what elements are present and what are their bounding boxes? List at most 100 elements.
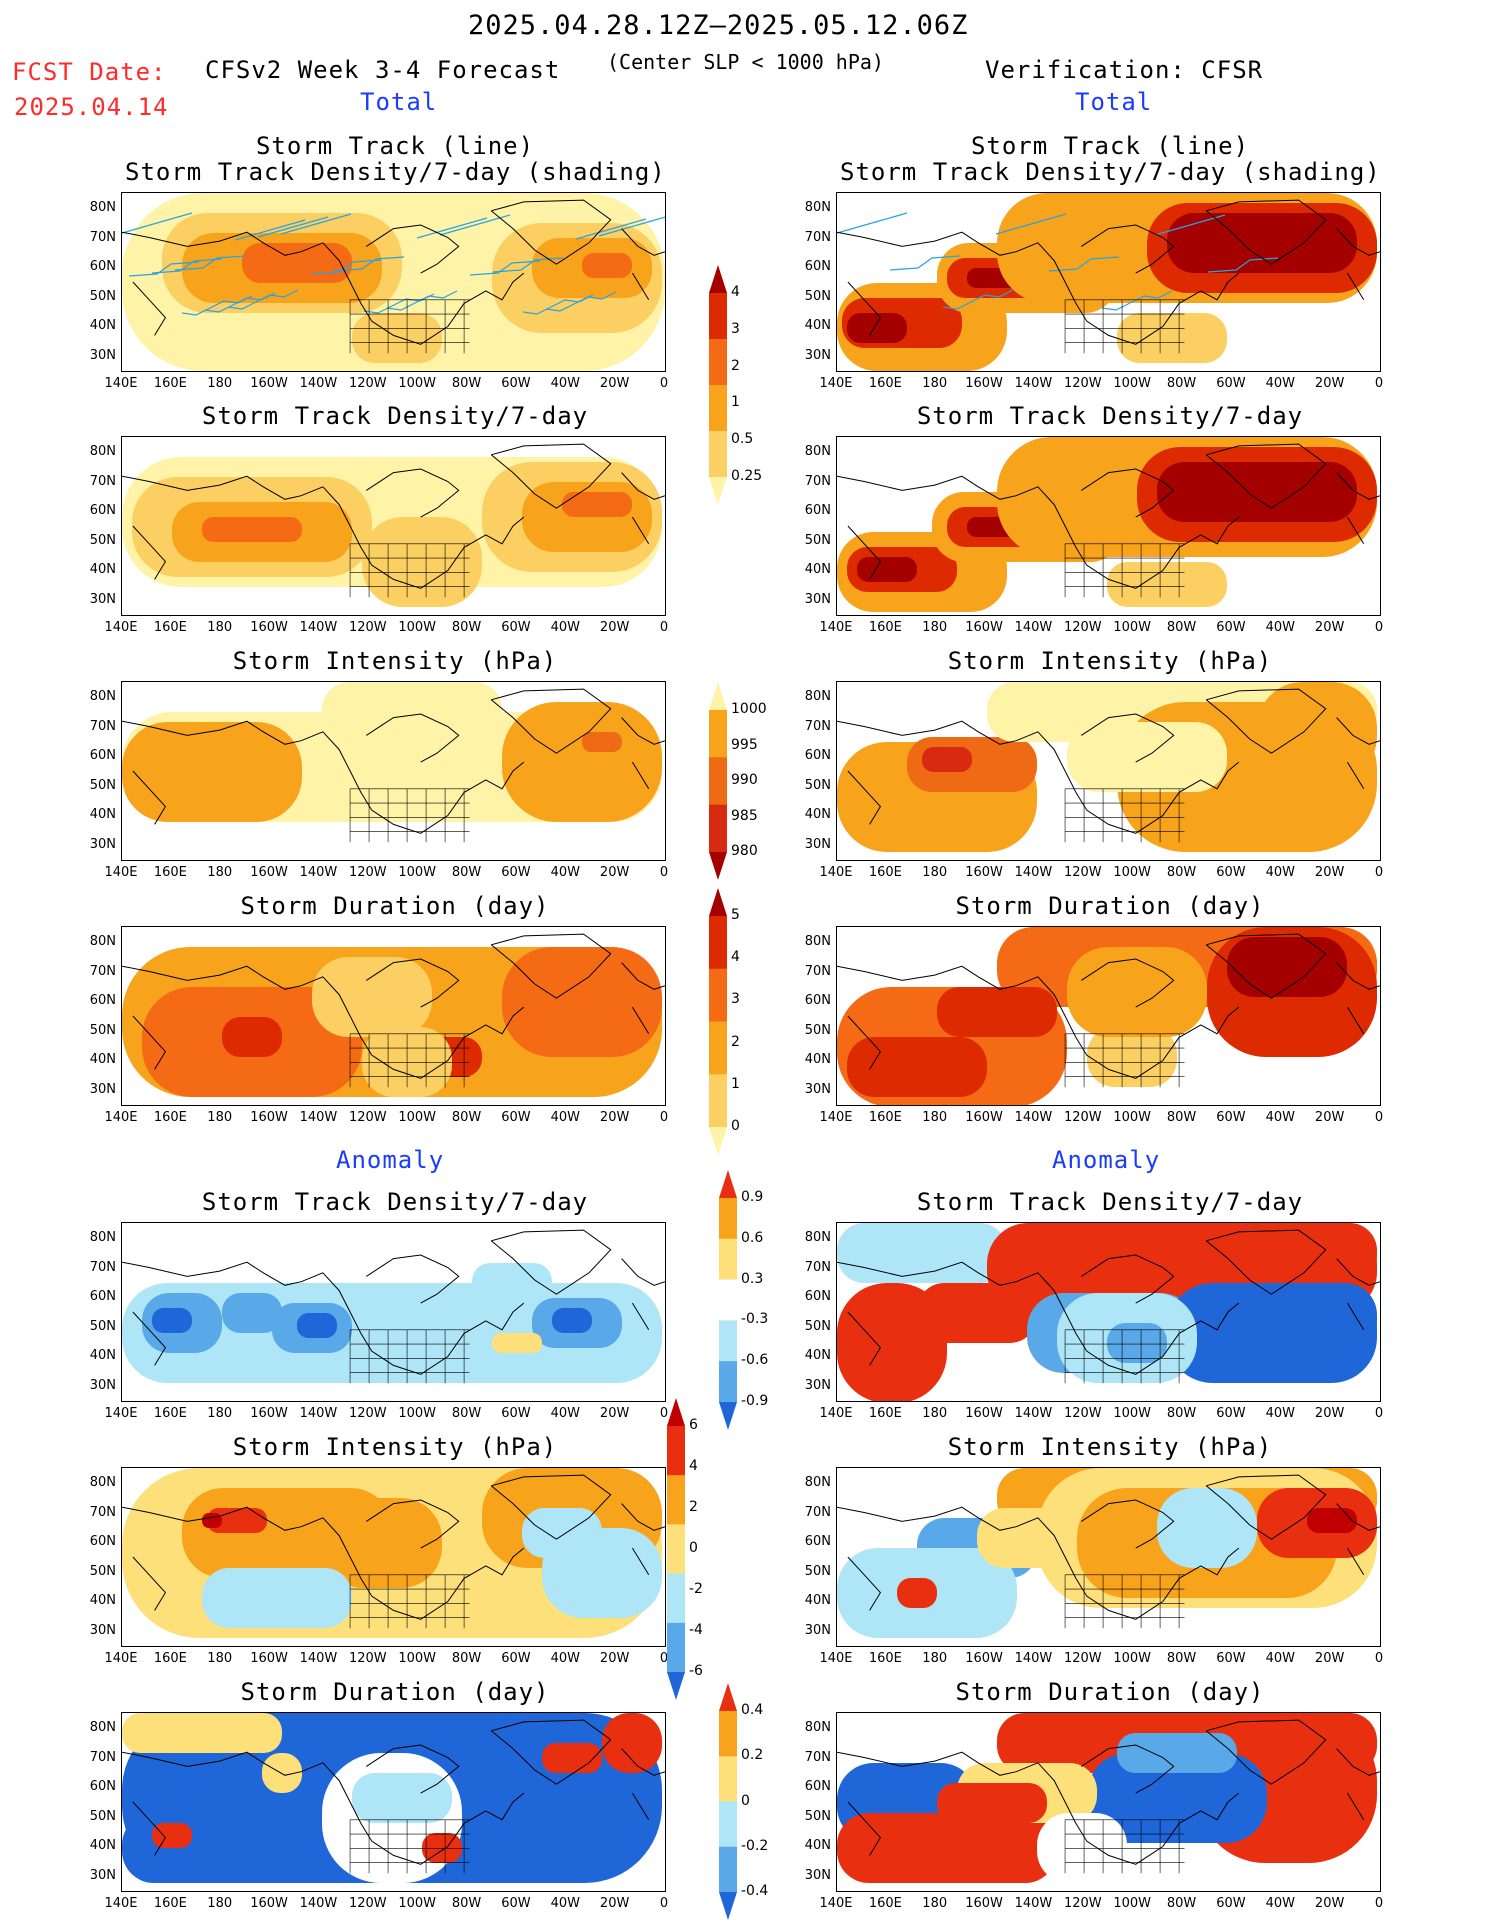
coastline (490, 1474, 612, 1540)
colorbar-duration-swatch (709, 1021, 727, 1075)
lon-label: 60W (501, 620, 531, 635)
shading-field (1067, 722, 1227, 792)
map-canvas (122, 1229, 665, 1384)
anomaly-label-right: Anomaly (1052, 1146, 1161, 1174)
lon-label: 140W (299, 620, 338, 635)
lon-label: 140E (819, 1406, 853, 1421)
shading-field (362, 517, 482, 607)
coastline (1081, 224, 1175, 274)
coastline (847, 1801, 882, 1856)
lon-label: 40W (1265, 1110, 1295, 1125)
lon-label: 100W (398, 1896, 436, 1911)
lat-label: 80N (89, 200, 116, 215)
lon-label: 80W (1166, 1651, 1197, 1666)
lon-label: 100W (1113, 1110, 1151, 1125)
lat-label: 30N (89, 591, 116, 607)
lon-label: 140E (104, 865, 138, 880)
lon-label: 20W (1314, 1110, 1345, 1125)
lon-label: 0 (659, 1896, 669, 1911)
lon-label: 120W (1063, 1110, 1102, 1125)
shading-field (922, 747, 972, 772)
colorbar-intensity-label: 985 (731, 807, 758, 824)
colorbar-intensity-anom-swatch (667, 1475, 685, 1525)
shading-field (502, 702, 662, 822)
coastline (1336, 1258, 1380, 1286)
lon-label: 140W (299, 1896, 338, 1911)
lon-label: 80W (451, 1896, 482, 1911)
colorbar-density-anom-swatch (719, 1238, 737, 1281)
coastline (490, 1719, 612, 1785)
lon-label: 0 (659, 1651, 669, 1666)
shading-field (897, 1578, 937, 1608)
lon-label: 160E (868, 620, 902, 635)
lat-label: 80N (804, 1720, 831, 1735)
coastline (1336, 717, 1380, 745)
lon-label: 80W (451, 620, 482, 635)
map-canvas (122, 193, 665, 371)
lon-label: 140W (1014, 1896, 1053, 1911)
colorbar-intensity-swatch (709, 710, 727, 758)
lon-label: 120W (1063, 376, 1102, 391)
lon-label: 140W (299, 865, 338, 880)
lat-label: 60N (804, 748, 831, 763)
shading-field (1117, 313, 1227, 363)
lon-label: 160W (250, 1896, 288, 1911)
coastline (490, 688, 612, 754)
map-panel-intensity-verif (836, 681, 1381, 861)
lon-label: 160E (153, 865, 187, 880)
total-label-left: Total (360, 88, 438, 116)
map-canvas (837, 1468, 1380, 1638)
lon-label: 80W (451, 1110, 482, 1125)
coastline (1081, 713, 1175, 763)
storm-track-line (174, 255, 246, 271)
lon-label: 80W (1166, 376, 1197, 391)
lon-label: 80W (1166, 1110, 1197, 1125)
lat-label: 70N (804, 229, 831, 245)
map-panel-duration-total (121, 926, 666, 1106)
colorbar-duration-label: 3 (731, 991, 740, 1008)
lon-label: 120W (348, 1896, 387, 1911)
lon-label: 0 (1374, 1896, 1384, 1911)
storm-track-line (889, 255, 961, 271)
lon-label: 160E (153, 620, 187, 635)
lon-label: 160E (868, 1406, 902, 1421)
coastline (490, 933, 612, 999)
colorbar-duration-anom-label: -0.4 (741, 1883, 769, 1899)
shading-field (122, 1713, 282, 1753)
coastline (847, 1556, 882, 1611)
coastline (366, 1744, 460, 1794)
lat-label: 80N (804, 200, 831, 215)
lon-label: 80W (1166, 865, 1197, 880)
lat-label: 50N (804, 1808, 831, 1824)
lon-label: 160E (153, 1651, 187, 1666)
shading-field (837, 1223, 1007, 1283)
lon-label: 100W (398, 865, 436, 880)
lon-label: 80W (451, 865, 482, 880)
shading-field (1107, 562, 1227, 607)
lon-label: 40W (550, 620, 580, 635)
coastline (847, 770, 882, 825)
shading-field (502, 947, 662, 1057)
lon-label: 140W (1014, 865, 1053, 880)
shading-field (1257, 682, 1377, 782)
storm-track-line (439, 214, 511, 236)
lon-label: 80W (1166, 1896, 1197, 1911)
map-panel-intensity-anom-verif (836, 1467, 1381, 1647)
lon-label: 180 (207, 865, 233, 880)
shading-field (472, 1263, 552, 1303)
shading-field (152, 737, 282, 797)
colorbar-intensity-swatch (709, 757, 727, 806)
lon-label: 140W (299, 1110, 338, 1125)
lon-label: 60W (501, 1896, 531, 1911)
colorbar-duration-label: 4 (731, 949, 740, 966)
coastline (366, 713, 460, 763)
lon-label: 60W (1216, 1406, 1246, 1421)
shading-field (1237, 1283, 1377, 1353)
map-panel-duration-verif (836, 926, 1381, 1106)
map-panel-duration-anom-verif (836, 1712, 1381, 1892)
lon-label: 140E (819, 376, 853, 391)
coastline (366, 224, 460, 274)
lat-label: 40N (804, 1052, 831, 1067)
coastline (1346, 272, 1365, 301)
